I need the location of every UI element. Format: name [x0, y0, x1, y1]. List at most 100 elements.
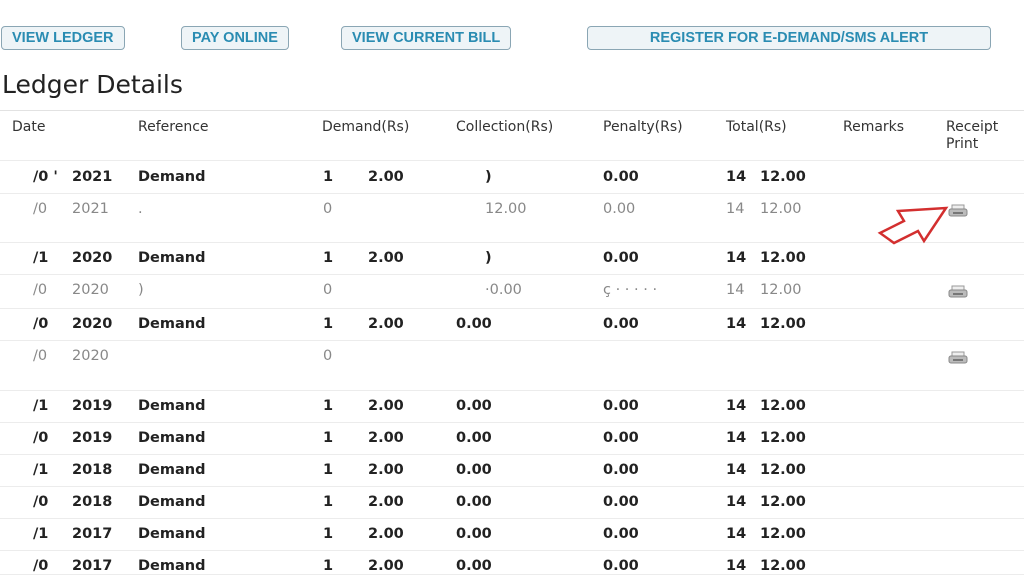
- cell-year: 2020: [72, 250, 113, 266]
- cell-year: 2017: [72, 558, 113, 574]
- row-divider: [0, 193, 1024, 194]
- cell-t2: 12.00: [760, 494, 806, 510]
- cell-d1: 1: [323, 316, 334, 332]
- cell-d1: 1: [323, 558, 334, 574]
- cell-year: 2021: [72, 201, 109, 217]
- cell-coll: 0.00: [456, 430, 492, 446]
- page-title: Ledger Details: [2, 70, 183, 99]
- cell-date: /1: [33, 398, 49, 414]
- col-collection: Collection(Rs): [456, 119, 554, 135]
- col-remarks: Remarks: [843, 119, 905, 135]
- cell-t2: 12.00: [760, 201, 802, 217]
- cell-t2: 12.00: [760, 430, 806, 446]
- cell-ref: .: [138, 201, 143, 217]
- cell-ref: Demand: [138, 494, 206, 510]
- cell-t2: 12.00: [760, 526, 806, 542]
- register-alert-button[interactable]: REGISTER FOR E-DEMAND/SMS ALERT: [587, 26, 991, 50]
- cell-t1: 14: [726, 430, 747, 446]
- cell-d1: 1: [323, 169, 334, 185]
- cell-year: 2017: [72, 526, 113, 542]
- cell-year: 2019: [72, 430, 113, 446]
- row-divider: [0, 390, 1024, 391]
- cell-pen: 0.00: [603, 430, 639, 446]
- cell-d1: 1: [323, 430, 334, 446]
- printer-icon[interactable]: [948, 285, 968, 298]
- printer-icon[interactable]: [948, 351, 968, 364]
- cell-ref: Demand: [138, 462, 206, 478]
- col-demand: Demand(Rs): [322, 119, 410, 135]
- cell-year: 2018: [72, 462, 113, 478]
- col-receipt: Receipt Print: [946, 119, 999, 152]
- cell-t2: 12.00: [760, 558, 806, 574]
- cell-coll: 0.00: [456, 558, 492, 574]
- row-divider: [0, 242, 1024, 243]
- col-date: Date: [12, 119, 46, 135]
- cell-year: 2019: [72, 398, 113, 414]
- row-divider: [0, 340, 1024, 341]
- row-divider: [0, 486, 1024, 487]
- cell-date: /1: [33, 526, 49, 542]
- cell-d2: 2.00: [368, 250, 404, 266]
- row-divider: [0, 550, 1024, 551]
- cell-pen: ç · · · · ·: [603, 282, 658, 298]
- cell-date: /0: [33, 282, 48, 298]
- cell-date: /0: [33, 348, 48, 364]
- cell-t2: 12.00: [760, 462, 806, 478]
- cell-date: /1: [33, 250, 49, 266]
- row-divider: [0, 422, 1024, 423]
- cell-t1: 14: [726, 316, 747, 332]
- cell-d1: 1: [323, 462, 334, 478]
- cell-year: 2018: [72, 494, 113, 510]
- pay-online-button[interactable]: PAY ONLINE: [181, 26, 289, 50]
- view-current-bill-button[interactable]: VIEW CURRENT BILL: [341, 26, 512, 50]
- cell-t1: 14: [726, 462, 747, 478]
- cell-ref: Demand: [138, 558, 206, 574]
- cell-t2: 12.00: [760, 169, 806, 185]
- cell-d2: 2.00: [368, 462, 404, 478]
- cell-ref: Demand: [138, 398, 206, 414]
- cell-t1: 14: [726, 558, 747, 574]
- cell-d2: 2.00: [368, 316, 404, 332]
- cell-d1: 0: [323, 201, 333, 217]
- cell-pen: 0.00: [603, 462, 639, 478]
- cell-coll: ): [485, 169, 492, 185]
- cell-date: /0: [33, 316, 49, 332]
- cell-d2: 2.00: [368, 494, 404, 510]
- cell-ref: Demand: [138, 430, 206, 446]
- cell-pen: 0.00: [603, 398, 639, 414]
- cell-t1: 14: [726, 169, 747, 185]
- cell-d1: 1: [323, 494, 334, 510]
- arrow-icon: [877, 206, 949, 245]
- header-divider: [0, 160, 1024, 161]
- col-total: Total(Rs): [726, 119, 787, 135]
- cell-ref: ): [138, 282, 144, 298]
- cell-coll: 0.00: [456, 316, 492, 332]
- cell-d2: 2.00: [368, 558, 404, 574]
- cell-pen: 0.00: [603, 201, 636, 217]
- view-ledger-button[interactable]: VIEW LEDGER: [1, 26, 125, 50]
- row-divider: [0, 574, 1024, 575]
- cell-date: /0: [33, 430, 49, 446]
- row-divider: [0, 274, 1024, 275]
- cell-t1: 14: [726, 398, 747, 414]
- cell-d1: 0: [323, 348, 333, 364]
- cell-t2: 12.00: [760, 398, 806, 414]
- cell-year: 2020: [72, 316, 113, 332]
- cell-pen: 0.00: [603, 526, 639, 542]
- cell-t1: 14: [726, 282, 745, 298]
- cell-ref: Demand: [138, 250, 206, 266]
- cell-d2: 2.00: [368, 526, 404, 542]
- cell-date: /1: [33, 462, 49, 478]
- cell-date: /0: [33, 558, 49, 574]
- printer-icon[interactable]: [948, 204, 968, 217]
- col-penalty: Penalty(Rs): [603, 119, 683, 135]
- cell-year: 2020: [72, 282, 109, 298]
- cell-date: /0 ': [33, 169, 58, 185]
- cell-d1: 1: [323, 526, 334, 542]
- cell-pen: 0.00: [603, 558, 639, 574]
- cell-pen: 0.00: [603, 250, 639, 266]
- cell-date: /0: [33, 494, 49, 510]
- cell-t2: 12.00: [760, 282, 802, 298]
- cell-ref: Demand: [138, 316, 206, 332]
- cell-coll: 0.00: [456, 494, 492, 510]
